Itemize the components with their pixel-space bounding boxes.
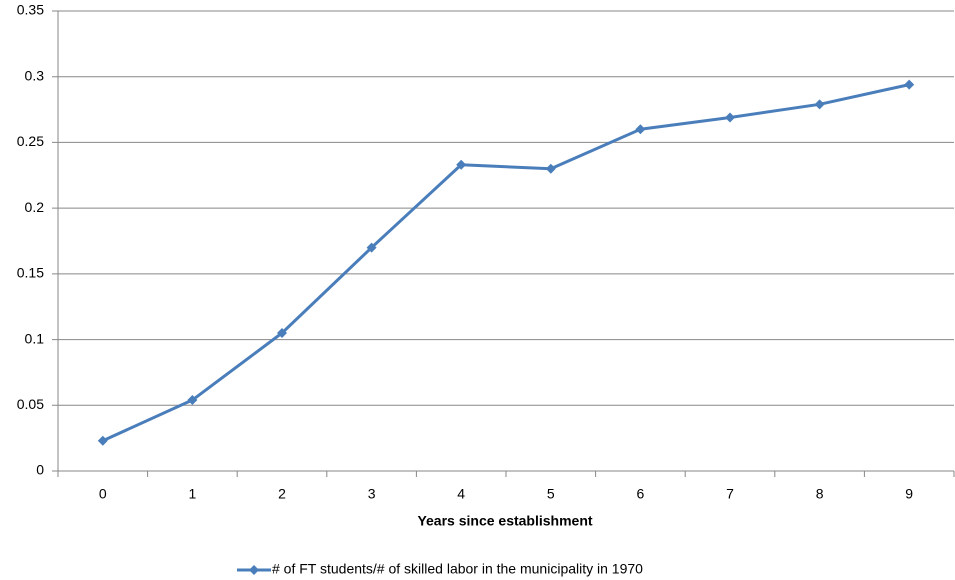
data-point <box>97 435 108 446</box>
data-point <box>904 79 915 90</box>
x-tick-label: 9 <box>905 486 913 502</box>
legend-marker <box>249 565 259 575</box>
y-tick-label: 0.25 <box>17 133 44 149</box>
series-line <box>102 83 910 443</box>
y-tick-label: 0.35 <box>17 2 44 18</box>
x-tick-label: 0 <box>99 486 107 502</box>
y-tick-label: 0.3 <box>25 67 45 83</box>
y-tick-label: 0.15 <box>17 265 44 281</box>
y-tick-label: 0 <box>36 462 44 478</box>
x-tick-label: 3 <box>368 486 376 502</box>
legend-label: # of FT students/# of skilled labor in t… <box>272 561 643 577</box>
data-point <box>366 242 377 253</box>
y-tick-label: 0.2 <box>25 199 45 215</box>
x-axis-label: Years since establishment <box>417 513 592 529</box>
data-point <box>635 124 646 135</box>
data-point <box>456 159 467 170</box>
data-point <box>814 99 825 110</box>
x-tick-label: 4 <box>457 486 465 502</box>
x-tick-label: 6 <box>637 486 645 502</box>
x-tick-label: 7 <box>726 486 734 502</box>
y-tick-label: 0.1 <box>25 330 45 346</box>
data-point <box>725 112 735 123</box>
x-tick-label: 1 <box>189 486 197 502</box>
data-point <box>187 395 198 406</box>
x-tick-label: 5 <box>547 486 555 502</box>
data-point <box>545 163 556 174</box>
data-point <box>277 328 287 338</box>
x-tick-label: 2 <box>278 486 286 502</box>
y-tick-label: 0.05 <box>17 396 44 412</box>
x-tick-label: 8 <box>816 486 824 502</box>
